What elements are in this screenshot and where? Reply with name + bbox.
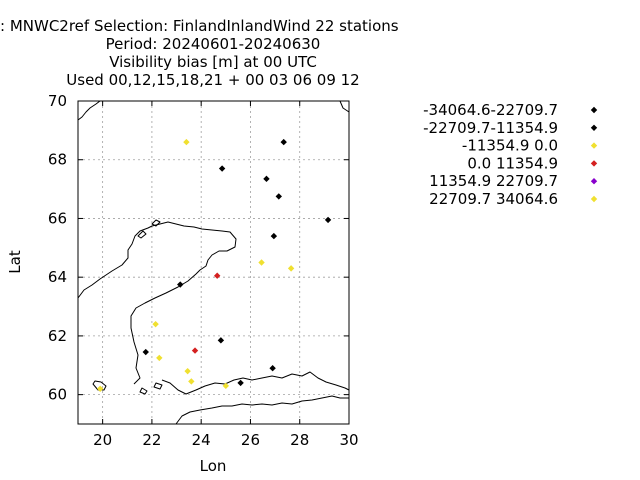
chart-title: : MNWC2ref Selection: FinlandInlandWind … [0,17,399,89]
station-point [188,378,195,385]
legend: -34064.6-22709.7-22709.7-11354.9-11354.9… [423,101,598,208]
y-tick-label: 62 [48,327,67,345]
station-point [222,382,230,390]
legend-marker [590,106,598,114]
station-point [213,272,221,279]
station-point [156,354,163,362]
grid [78,101,349,424]
station-point [217,337,225,344]
station-point [287,265,295,272]
title-line: Visibility bias [m] at 00 UTC [109,53,317,71]
title-line: : MNWC2ref Selection: FinlandInlandWind … [0,17,399,35]
station-point [237,379,244,387]
station-point [270,232,278,240]
coastline-map [77,100,350,425]
legend-marker [590,124,598,131]
x-tick-label: 26 [241,431,260,449]
y-axis-label: Lat [6,250,24,274]
x-tick-label: 22 [142,431,161,449]
y-tick-label: 70 [48,92,67,110]
legend-label: -34064.6-22709.7 [423,101,558,119]
station-point [184,367,191,375]
station-point [275,193,282,200]
station-point [280,138,287,146]
legend-label: 22709.7 34064.6 [429,190,558,208]
station-point [183,138,190,146]
station-point [258,259,265,266]
y-tick-label: 66 [48,209,67,227]
station-point [152,320,159,328]
station-point [263,175,270,183]
legend-label: -11354.9 0.0 [462,137,558,155]
legend-label: 11354.9 22709.7 [429,172,558,190]
legend-marker [590,142,598,149]
station-points [96,138,332,392]
plot-frame [77,100,350,425]
station-point [177,281,184,288]
title-line: Period: 20240601-20240630 [106,35,321,53]
legend-label: 0.0 11354.9 [467,154,558,172]
y-tick-label: 68 [48,151,67,169]
station-point [96,385,104,392]
x-tick-label: 24 [192,431,211,449]
title-line: Used 00,12,15,18,21 + 00 03 06 09 12 [66,71,359,89]
station-point [218,165,226,172]
station-point [191,347,199,354]
station-point [142,348,149,356]
legend-label: -22709.7-11354.9 [423,119,558,137]
legend-marker [590,160,598,167]
legend-marker [590,178,598,185]
y-tick-label: 64 [48,268,67,286]
station-point [269,365,276,372]
legend-marker [590,195,598,203]
x-tick-label: 30 [339,431,358,449]
y-tick-label: 60 [48,386,67,404]
axis-ticks: 20 22 24 26 28 30 60 62 64 66 68 70 [48,92,359,449]
x-tick-label: 28 [290,431,309,449]
x-tick-label: 20 [93,431,112,449]
x-axis-label: Lon [200,457,227,475]
station-point [324,216,332,224]
